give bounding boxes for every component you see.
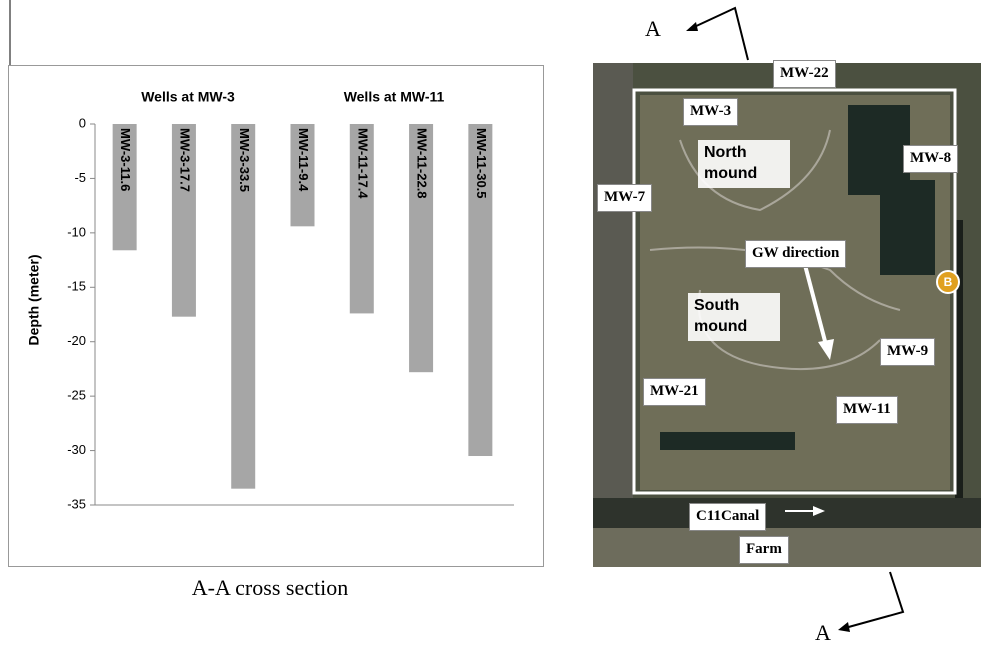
map-label: MW-21 — [643, 378, 706, 406]
bar-label: MW-3-33.5 — [237, 128, 252, 192]
group-label: Wells at MW-3 — [141, 89, 235, 105]
y-tick-label: -15 — [67, 279, 86, 294]
map-label: Farm — [739, 536, 789, 564]
map-label: GW direction — [745, 240, 846, 268]
y-tick-label: -20 — [67, 333, 86, 348]
map-label: MW-8 — [903, 145, 958, 173]
y-tick-label: 0 — [79, 115, 86, 130]
y-tick-label: -30 — [67, 442, 86, 457]
chart-frame — [9, 66, 544, 567]
bar-label: MW-11-30.5 — [474, 128, 489, 199]
section-mark: A — [815, 620, 831, 646]
y-tick-label: -35 — [67, 496, 86, 511]
map-label: C11Canal — [689, 503, 766, 531]
map-label: South mound — [688, 293, 780, 341]
bar-label: MW-11-9.4 — [296, 128, 311, 192]
bar-label: MW-3-17.7 — [177, 128, 192, 192]
group-label: Wells at MW-11 — [344, 89, 445, 105]
y-tick-label: -25 — [67, 388, 86, 403]
map-label: MW-7 — [597, 184, 652, 212]
y-axis-label: Depth (meter) — [26, 254, 42, 345]
map-label: North mound — [698, 140, 790, 188]
bar-label: MW-11-17.4 — [355, 128, 370, 199]
caption: A-A cross section — [192, 575, 348, 600]
bar-label: MW-3-11.6 — [118, 128, 133, 191]
y-tick-label: -5 — [74, 170, 86, 185]
map-label: MW-3 — [683, 98, 738, 126]
page: {"chart_data": {"type": "bar", "ylabel":… — [0, 0, 981, 646]
map-label: MW-22 — [773, 60, 836, 88]
map-label: MW-9 — [880, 338, 935, 366]
section-mark: A — [645, 16, 661, 42]
bar-label: MW-11-22.8 — [415, 128, 430, 199]
figure: Depth (meter) A-A cross section B 0 -5 -10… — [0, 0, 981, 646]
map-marker: B — [944, 275, 953, 289]
map-label: MW-11 — [836, 396, 898, 424]
y-tick-label: -10 — [67, 224, 86, 239]
